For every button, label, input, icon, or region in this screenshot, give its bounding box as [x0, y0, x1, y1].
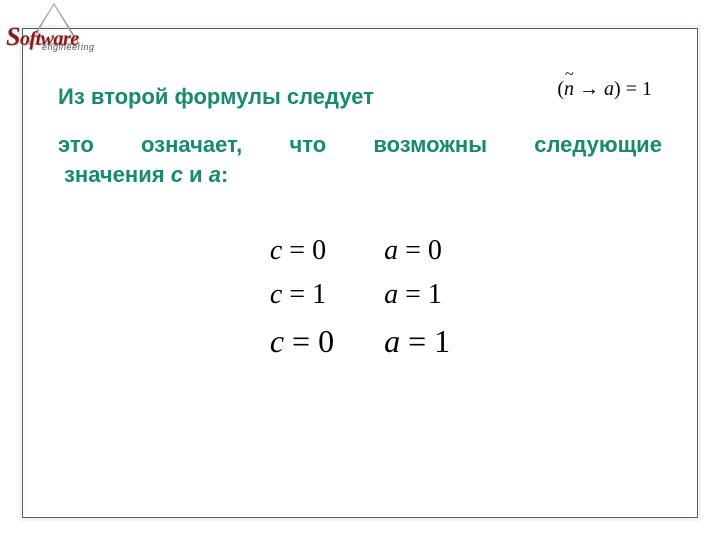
line1-wrap: Из второй формулы следует (n → a) = 1 — [58, 84, 662, 118]
var-c-label: c — [171, 162, 183, 187]
colon: : — [221, 162, 228, 187]
eq-val: 1 — [312, 279, 326, 310]
w-znacheniya: значения — [64, 162, 171, 187]
var-a: a — [604, 78, 614, 100]
eq-val: 0 — [312, 235, 326, 266]
w-eto: это — [58, 130, 94, 160]
equation-row: c = 0 — [270, 323, 334, 360]
eq-val: 1 — [434, 323, 450, 359]
implication-formula: (n → a) = 1 — [557, 78, 652, 101]
w-chto: что — [289, 130, 326, 160]
logo-sub: engineering — [42, 42, 95, 52]
equation-row: c = 0 — [270, 235, 326, 267]
line2-row1: это означает, что возможны следующие — [58, 130, 662, 160]
eq-sign: = — [400, 323, 434, 359]
equations-col-c: c = 0c = 1c = 0 — [270, 235, 334, 360]
equals: = — [621, 78, 642, 100]
eq-sign: = — [398, 235, 428, 266]
equation-row: c = 1 — [270, 279, 326, 311]
w-sleduyushie: следующие — [534, 130, 662, 160]
eq-sign: = — [284, 323, 318, 359]
eq-var: c — [270, 323, 284, 359]
slide-content: Из второй формулы следует (n → a) = 1 эт… — [58, 84, 662, 360]
w-oznachaet: означает, — [141, 130, 242, 160]
w-and: и — [183, 162, 209, 187]
eq-val: 0 — [318, 323, 334, 359]
eq-sign: = — [282, 235, 312, 266]
eq-var: c — [270, 235, 282, 266]
var-a-label: a — [209, 162, 221, 187]
w-vozmozhny: возможны — [373, 130, 487, 160]
eq-var: a — [384, 235, 398, 266]
eq-var: a — [384, 279, 398, 310]
eq-val: 0 — [428, 235, 442, 266]
eq-var: c — [270, 279, 282, 310]
eq-var: a — [384, 323, 400, 359]
line2-row2: значения c и a: — [58, 160, 662, 190]
eq-sign: = — [398, 279, 428, 310]
eq-val: 1 — [428, 279, 442, 310]
logo: Software engineering — [4, 2, 124, 57]
equation-row: a = 1 — [384, 323, 450, 360]
intro-line-2: это означает, что возможны следующие зна… — [58, 130, 662, 189]
equation-row: a = 0 — [384, 235, 442, 267]
paren-close: ) — [614, 78, 621, 100]
arrow: → — [574, 78, 604, 100]
equations-col-a: a = 0a = 1a = 1 — [384, 235, 450, 360]
equations-block: c = 0c = 1c = 0 a = 0a = 1a = 1 — [58, 235, 662, 360]
eq-sign: = — [282, 279, 312, 310]
equation-row: a = 1 — [384, 279, 442, 311]
var-n-tilde: n — [564, 78, 574, 100]
rhs-1: 1 — [642, 78, 652, 100]
intro-line-1: Из второй формулы следует — [58, 84, 374, 109]
